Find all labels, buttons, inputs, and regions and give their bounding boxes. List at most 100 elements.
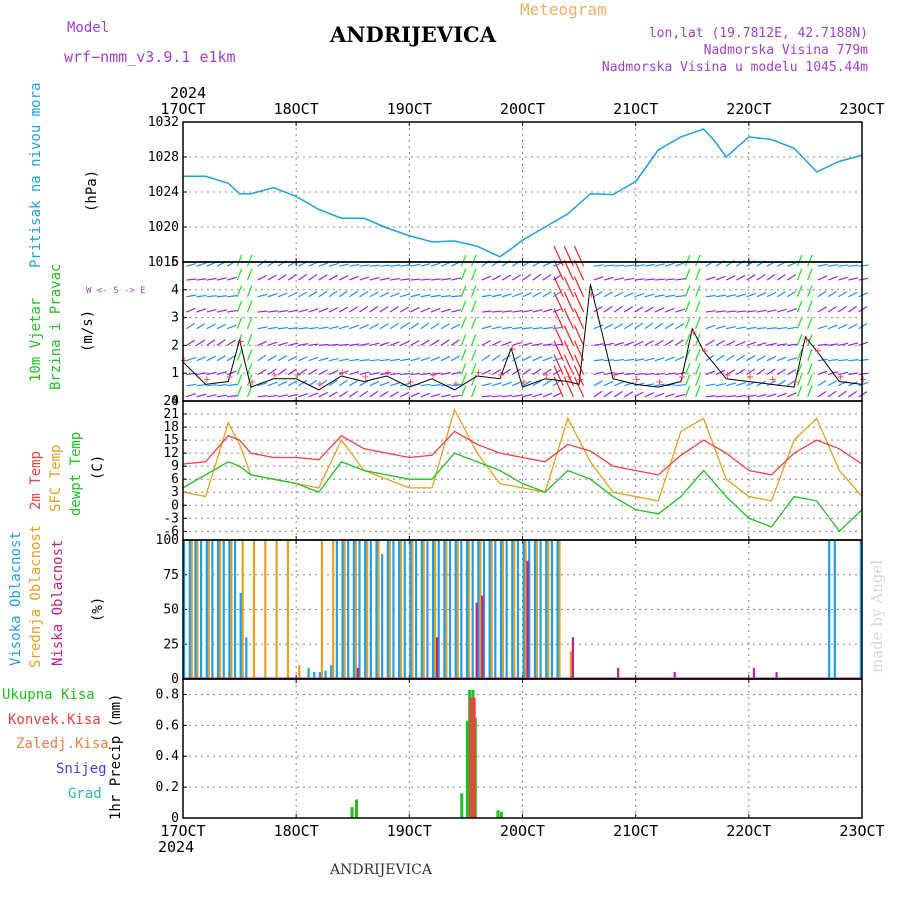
wind-arrow — [246, 300, 253, 313]
cloud-bar — [324, 670, 327, 679]
wind-arrow — [705, 370, 716, 376]
wind-arrow — [858, 372, 869, 376]
wind-arrow — [654, 383, 665, 387]
wind-arrow — [766, 327, 777, 330]
wind-arrow — [837, 291, 848, 298]
cloud-bar — [526, 560, 529, 679]
wind-arrow — [389, 292, 400, 298]
wind-gust-marker: + — [361, 372, 369, 383]
wind-arrow — [349, 306, 359, 313]
wind-arrow — [257, 368, 267, 376]
time-tick-label-bottom: 18OCT — [274, 822, 319, 840]
cloud-bar — [352, 540, 355, 679]
wind-arrow — [481, 275, 492, 281]
wind-arrow — [288, 309, 299, 313]
wind-arrow — [725, 354, 735, 362]
wind-arrow — [705, 294, 716, 298]
cloud-bar — [199, 540, 203, 679]
wind-arrow — [460, 333, 467, 346]
wind-arrow — [675, 308, 686, 313]
wind-arrow — [736, 381, 747, 387]
wind-arrow — [532, 393, 543, 398]
wind-arrow — [369, 380, 380, 387]
wind-arrow — [553, 276, 564, 297]
time-tick-label-bottom: 23OCT — [839, 822, 884, 840]
wind-arrow — [288, 393, 299, 398]
wind-arrow — [603, 305, 613, 313]
cloud-bar — [388, 540, 391, 679]
wind-arrow — [287, 368, 297, 376]
wind-arrow — [226, 354, 236, 362]
wind-arrow — [542, 379, 552, 387]
wind-arrow — [654, 339, 664, 346]
wind-arrow — [236, 268, 243, 281]
wind-arrow — [328, 307, 339, 313]
cloud-bar — [833, 540, 836, 679]
precip-bar — [499, 811, 503, 818]
wind-arrow — [257, 310, 268, 313]
wind-arrow — [522, 368, 532, 376]
wind-arrow — [451, 295, 462, 298]
wind-arrow — [349, 358, 360, 362]
y-tick-label: 0 — [171, 498, 179, 513]
cloud-bar — [366, 540, 369, 679]
wind-arrow — [186, 278, 197, 281]
wind-arrow — [664, 307, 675, 313]
wind-arrow — [807, 317, 813, 329]
wind-arrow — [787, 392, 797, 398]
wind-arrow — [654, 294, 665, 298]
wind-arrow — [339, 358, 350, 362]
wind-arrow — [246, 333, 253, 346]
cloud-bar — [443, 540, 446, 679]
cloud-bar — [511, 540, 514, 679]
wind-arrow — [277, 380, 288, 387]
wind-arrow — [827, 290, 837, 298]
wind-gust-marker: + — [655, 377, 663, 388]
wind-arrow — [318, 307, 329, 313]
wind-arrow — [186, 307, 196, 313]
wind-arrow — [684, 300, 691, 313]
wind-arrow — [573, 276, 585, 297]
wind-arrow — [267, 368, 277, 376]
wind-arrow — [410, 263, 421, 267]
y-tick-label: 24 — [163, 394, 179, 409]
wind-arrow — [532, 342, 543, 346]
cloud-bar — [343, 540, 346, 679]
wind-arrow — [186, 294, 197, 298]
wind-arrow — [522, 292, 532, 298]
cloud-bar — [456, 540, 459, 679]
cloud-bar — [386, 540, 389, 679]
y-tick-label: 0.2 — [156, 780, 179, 795]
wind-arrow — [736, 341, 746, 346]
cloud-bar — [332, 540, 335, 679]
wind-arrow — [532, 291, 542, 298]
wind-gust-marker: + — [316, 379, 324, 390]
wind-arrow — [726, 294, 737, 298]
wind-arrow — [664, 339, 674, 346]
wind-arrow — [287, 355, 298, 362]
wind-arrow — [838, 342, 849, 346]
y-tick-label: 1032 — [148, 115, 179, 130]
precip-bar — [460, 793, 464, 818]
wind-arrow — [440, 277, 451, 281]
dewpoint-line — [182, 452, 863, 533]
cloud-bar — [467, 540, 471, 679]
wind-gust-marker: + — [633, 374, 641, 385]
wind-arrow — [196, 372, 207, 376]
wind-arrow — [796, 268, 803, 281]
wind-arrow — [328, 325, 339, 330]
wind-arrow — [451, 394, 462, 398]
y-tick-label: 15 — [163, 433, 179, 448]
wind-arrow — [532, 309, 543, 313]
wind-arrow — [460, 285, 467, 297]
wind-arrow — [746, 274, 756, 281]
wind-arrow — [532, 368, 542, 376]
wind-arrow — [807, 374, 813, 386]
wind-arrow — [267, 274, 277, 281]
wind-arrow — [246, 254, 253, 267]
wind-arrow — [624, 277, 635, 281]
wind-arrow — [614, 372, 625, 376]
cloud-bar — [320, 540, 323, 679]
wind-arrow — [552, 343, 564, 346]
wind-arrow — [308, 379, 318, 387]
